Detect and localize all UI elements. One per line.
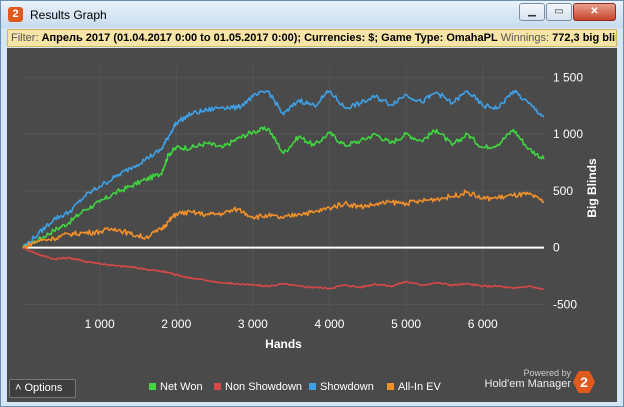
series-net-won: [22, 126, 545, 249]
series-showdown: [22, 89, 545, 249]
legend-label: Net Won: [160, 381, 203, 393]
chart-area: 1 500 1 000 500 0 -500 1 000 2 000 3 000 4 000 5 …: [7, 48, 617, 402]
x-tick-label: 6 000: [468, 317, 498, 331]
series-non-showdown: [22, 247, 545, 291]
maximize-button[interactable]: ▭: [546, 3, 572, 21]
title-bar[interactable]: 2 Results Graph ▁ ▭ ✕: [1, 1, 623, 28]
legend-swatch: [309, 382, 316, 390]
hm2-logo-icon: 2: [573, 371, 595, 393]
legend-net-won[interactable]: Net Won: [149, 381, 203, 393]
legend-swatch: [387, 382, 394, 390]
powered-by: Powered by Hold'em Manager: [479, 368, 571, 390]
x-tick-label: 5 000: [391, 317, 421, 331]
chevron-up-icon: ˄: [15, 382, 22, 394]
results-chart: 1 500 1 000 500 0 -500 1 000 2 000 3 000 4 000 5 …: [22, 66, 599, 351]
hm2-logo-icon: 2: [8, 7, 23, 22]
series-all-in-ev: [22, 189, 544, 249]
legend-non-showdown[interactable]: Non Showdown: [214, 381, 302, 393]
filter-text: Апрель 2017 (01.04.2017 0:00 to 01.05.20…: [41, 32, 498, 44]
legend-label: Non Showdown: [225, 381, 303, 393]
x-axis-label: Hands: [265, 337, 302, 351]
x-tick-label: 1 000: [85, 317, 115, 331]
legend-showdown[interactable]: Showdown: [309, 381, 374, 393]
winnings-label: Winnings:: [500, 32, 550, 44]
filter-bar: Filter: Апрель 2017 (01.04.2017 0:00 to …: [7, 29, 617, 47]
brand-name: Hold'em Manager: [484, 378, 571, 390]
options-label: Options: [24, 382, 63, 394]
legend-label: Showdown: [320, 381, 374, 393]
minimize-button[interactable]: ▁: [519, 3, 545, 21]
close-button[interactable]: ✕: [573, 3, 616, 21]
y-tick-label: 1 000: [553, 127, 583, 141]
x-tick-label: 4 000: [314, 317, 344, 331]
legend-swatch: [149, 382, 156, 390]
powered-by-label: Powered by: [523, 368, 571, 378]
x-tick-label: 2 000: [161, 317, 191, 331]
legend-swatch: [214, 382, 221, 390]
y-axis-label: Big Blinds: [585, 158, 599, 218]
y-tick-label: 500: [553, 184, 573, 198]
legend-label: All-In EV: [398, 381, 441, 393]
x-tick-label: 3 000: [238, 317, 268, 331]
y-tick-label: 1 500: [553, 70, 583, 84]
legend-all-in-ev[interactable]: All-In EV: [387, 381, 441, 393]
y-tick-label: 0: [553, 241, 560, 255]
winnings-value: 772,3 big blinds: [552, 32, 616, 44]
filter-label: Filter:: [11, 32, 39, 44]
y-tick-label: -500: [553, 297, 577, 311]
options-button[interactable]: ˄ Options: [9, 379, 76, 398]
window-title: Results Graph: [30, 8, 107, 22]
